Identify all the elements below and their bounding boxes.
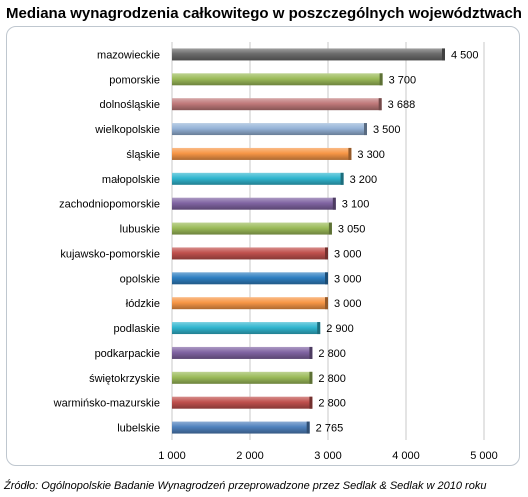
bar [172, 48, 445, 61]
value-label: 3 000 [334, 248, 362, 260]
bar-end-cap [364, 123, 367, 136]
value-label: 2 800 [318, 373, 346, 385]
bar [172, 123, 367, 136]
category-label: lubuskie [120, 224, 160, 236]
bar-end-cap [306, 421, 310, 434]
value-label: 3 500 [373, 124, 401, 136]
category-label: kujawsko-pomorskie [60, 248, 160, 260]
chart-title: Mediana wynagrodzenia całkowitego w posz… [6, 5, 522, 22]
bar [172, 421, 310, 434]
value-label: 2 800 [318, 348, 346, 360]
bar [172, 247, 328, 260]
value-label: 3 050 [338, 224, 366, 236]
x-tick-label: 2 000 [236, 450, 264, 462]
category-label: mazowieckie [97, 49, 160, 61]
x-tick-label: 1 000 [158, 450, 186, 462]
category-label: śląskie [126, 149, 160, 161]
x-tick-label: 3 000 [314, 450, 342, 462]
bar [172, 272, 328, 285]
value-label: 4 500 [451, 49, 479, 61]
bar [172, 297, 328, 310]
value-label: 2 765 [316, 423, 344, 435]
category-label: opolskie [120, 273, 160, 285]
value-label: 2 900 [326, 323, 354, 335]
value-label: 3 700 [389, 74, 417, 86]
bar-end-cap [340, 172, 344, 185]
category-label: zachodniopomorskie [59, 199, 160, 211]
bar [172, 222, 332, 235]
source-note: Źródło: Ogólnopolskie Badanie Wynagrodze… [4, 480, 487, 492]
bar-end-cap [378, 98, 382, 111]
x-tick-label: 4 000 [392, 450, 420, 462]
value-label: 2 800 [318, 398, 346, 410]
category-label: małopolskie [102, 174, 160, 186]
bar-end-cap [325, 247, 328, 260]
bar [172, 322, 321, 335]
bar [172, 346, 313, 359]
bar-end-cap [309, 371, 313, 384]
bar-end-cap [309, 396, 313, 409]
bar [172, 396, 313, 409]
category-label: podkarpackie [95, 348, 160, 360]
bar-end-cap [348, 147, 352, 160]
bar-end-cap [309, 346, 313, 359]
category-label: świętokrzyskie [89, 373, 160, 385]
category-label: łódzkie [126, 298, 160, 310]
bar-end-cap [379, 73, 383, 86]
value-label: 3 100 [342, 199, 370, 211]
category-label: dolnośląskie [99, 99, 160, 111]
bar-end-cap [325, 272, 328, 285]
bar [172, 371, 313, 384]
value-label: 3 200 [350, 174, 378, 186]
bar-end-cap [317, 322, 321, 335]
category-label: podlaskie [114, 323, 160, 335]
bar [172, 172, 344, 185]
value-label: 3 000 [334, 298, 362, 310]
bar [172, 147, 352, 160]
bar [172, 73, 383, 86]
bar-end-cap [332, 197, 336, 210]
value-label: 3 688 [388, 99, 416, 111]
value-label: 3 000 [334, 273, 362, 285]
bar [172, 197, 336, 210]
bar-end-cap [325, 297, 328, 310]
category-label: warmińsko-mazurskie [53, 398, 160, 410]
category-label: pomorskie [109, 74, 160, 86]
chart-frame [6, 26, 520, 466]
bar-end-cap [442, 48, 445, 61]
bar-end-cap [328, 222, 332, 235]
value-label: 3 300 [357, 149, 385, 161]
bar [172, 98, 382, 111]
category-label: lubelskie [117, 423, 160, 435]
x-tick-label: 5 000 [470, 450, 498, 462]
category-label: wielkopolskie [94, 124, 160, 136]
